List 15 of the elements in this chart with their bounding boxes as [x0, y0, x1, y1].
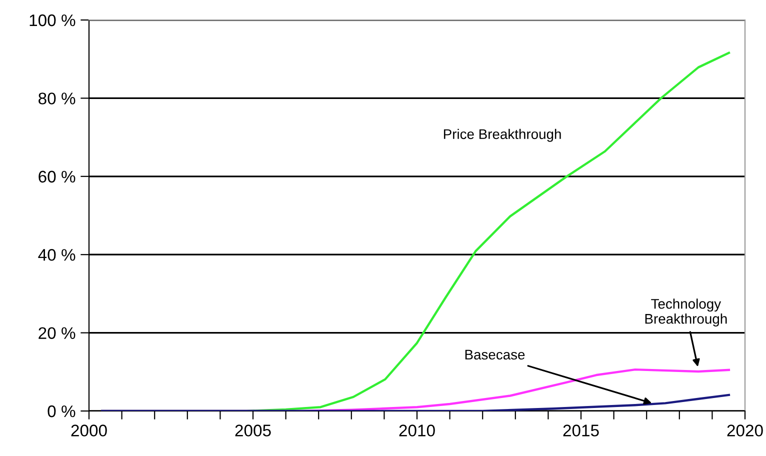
y-tick-label: 80 %: [38, 92, 76, 104]
x-tick-label: 2010: [399, 424, 435, 436]
y-tick-label: 0 %: [48, 405, 76, 418]
annotation: Basecase: [465, 350, 525, 360]
x-tick-label: 2005: [235, 424, 271, 436]
y-tick-label: 100 %: [30, 14, 76, 26]
y-tick-label: 60 %: [38, 170, 76, 183]
annotation: Technology Breakthrough: [645, 298, 727, 326]
line-series: [101, 394, 730, 411]
annotation: Price Breakthrough: [444, 128, 561, 142]
x-tick-label: 2000: [71, 424, 107, 436]
y-tick-label: 20 %: [38, 327, 76, 340]
x-tick-label: 2020: [727, 424, 763, 436]
y-tick-label: 40 %: [38, 249, 76, 261]
x-tick-label: 2015: [563, 424, 599, 436]
